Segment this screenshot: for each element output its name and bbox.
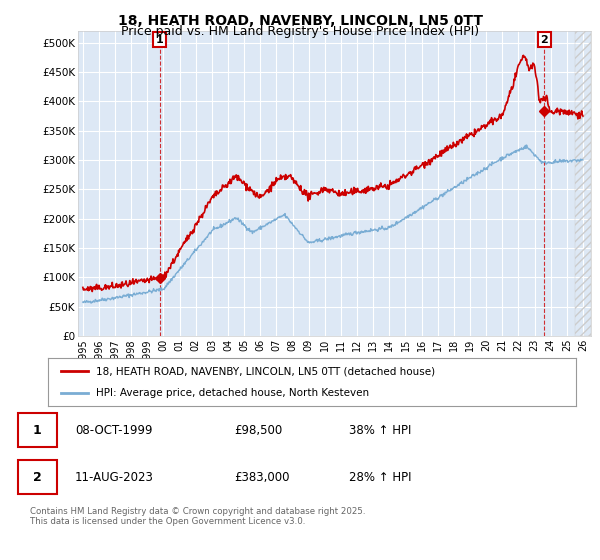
- Text: 2: 2: [541, 35, 548, 45]
- Text: 18, HEATH ROAD, NAVENBY, LINCOLN, LN5 0TT: 18, HEATH ROAD, NAVENBY, LINCOLN, LN5 0T…: [118, 14, 482, 28]
- Text: 1: 1: [156, 35, 164, 45]
- Text: Contains HM Land Registry data © Crown copyright and database right 2025.
This d: Contains HM Land Registry data © Crown c…: [30, 507, 365, 526]
- Text: 1: 1: [33, 423, 42, 437]
- Text: £383,000: £383,000: [235, 470, 290, 484]
- Text: HPI: Average price, detached house, North Kesteven: HPI: Average price, detached house, Nort…: [95, 388, 368, 398]
- Text: 18, HEATH ROAD, NAVENBY, LINCOLN, LN5 0TT (detached house): 18, HEATH ROAD, NAVENBY, LINCOLN, LN5 0T…: [95, 366, 434, 376]
- Text: 08-OCT-1999: 08-OCT-1999: [75, 423, 152, 437]
- Text: 38% ↑ HPI: 38% ↑ HPI: [349, 423, 411, 437]
- FancyBboxPatch shape: [18, 413, 57, 447]
- FancyBboxPatch shape: [18, 460, 57, 494]
- Text: 2: 2: [33, 470, 42, 484]
- Text: £98,500: £98,500: [235, 423, 283, 437]
- Text: 28% ↑ HPI: 28% ↑ HPI: [349, 470, 411, 484]
- Text: 11-AUG-2023: 11-AUG-2023: [75, 470, 154, 484]
- Text: Price paid vs. HM Land Registry's House Price Index (HPI): Price paid vs. HM Land Registry's House …: [121, 25, 479, 38]
